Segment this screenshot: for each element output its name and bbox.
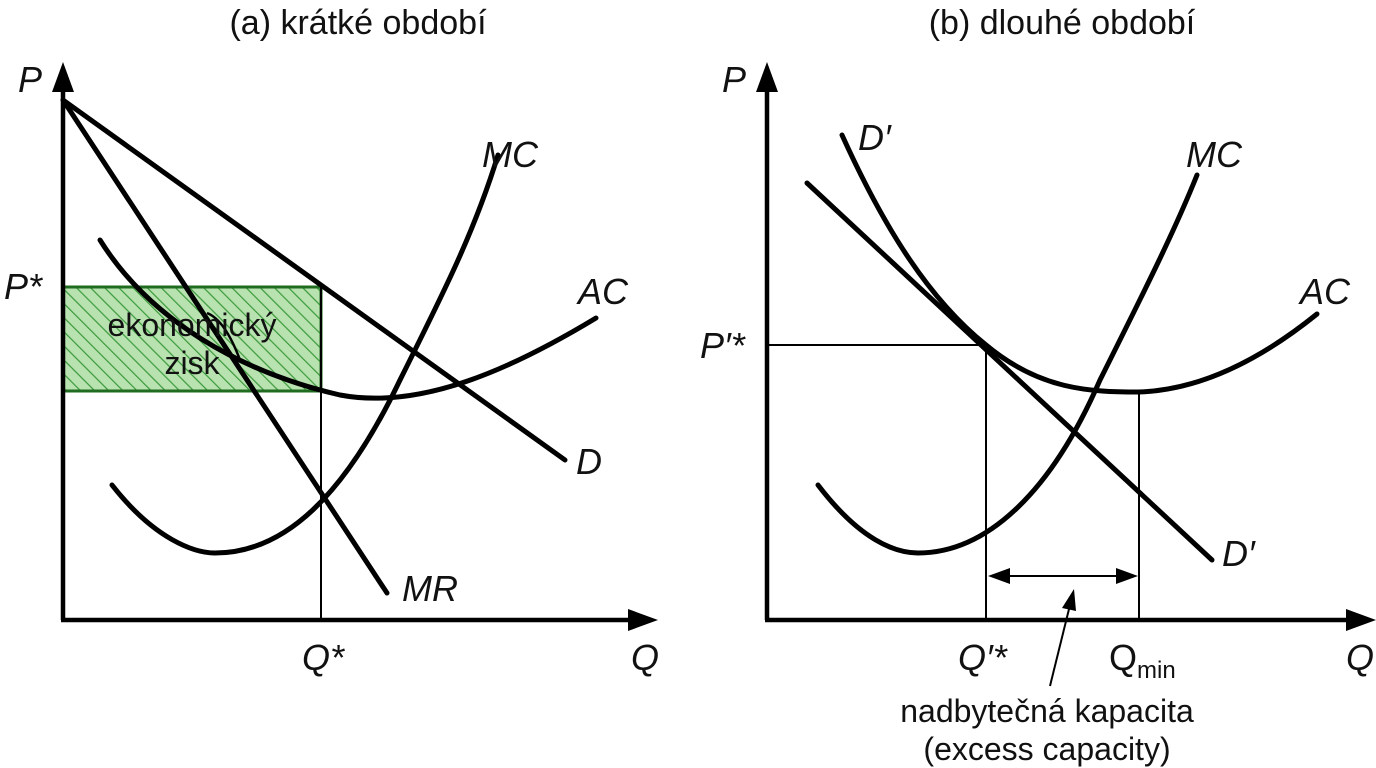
panel-b-d-top-label: D′ <box>858 117 892 158</box>
panel-b-x-arrowhead <box>1346 609 1376 631</box>
excess-capacity-arrowhead-left <box>988 568 1010 584</box>
economic-profit-area <box>61 285 323 393</box>
panel-b-mc-curve <box>815 172 1200 556</box>
panel-a-q-star-label: Q* <box>302 637 345 678</box>
panel-a-ac-curve <box>97 237 599 401</box>
excess-capacity-note-line1: nadbytečná kapacita <box>900 693 1194 729</box>
excess-capacity-arrowhead-right <box>1116 568 1138 584</box>
panel-b-demand-line <box>804 180 1215 563</box>
panel-a-x-label: Q <box>631 637 659 678</box>
panel-b-x-label: Q <box>1346 637 1374 678</box>
panel-b-mc-label: MC <box>1186 134 1243 175</box>
panel-a-y-arrowhead <box>52 62 74 92</box>
panel-b-title: (b) dlouhé období <box>929 4 1196 42</box>
panel-b-y-arrowhead <box>756 62 778 92</box>
panel-a-demand-curve <box>60 97 568 463</box>
panel-a-x-arrowhead <box>628 609 658 631</box>
panel-a-mr-label: MR <box>402 568 458 609</box>
excess-capacity-note-line2: (excess capacity) <box>923 731 1170 767</box>
panel-b-long-run: (b) dlouhé období P Q P′* Q′* Qmin D′ MC <box>700 4 1376 767</box>
panel-a-y-label: P <box>18 59 42 100</box>
profit-label-line1: ekonomický <box>108 307 277 343</box>
panel-a-ac-label: AC <box>576 271 629 312</box>
panel-b-q-star-label: Q′* <box>958 637 1008 678</box>
panel-b-d-bottom-label: D′ <box>1222 533 1256 574</box>
panel-a-title: (a) krátké období <box>229 4 487 42</box>
panel-a-short-run: (a) krátké období P Q P* Q* MC AC D MR e… <box>4 4 659 678</box>
panel-a-p-star-label: P* <box>4 266 43 307</box>
qmin-subscript: min <box>1137 657 1176 684</box>
panel-a-mc-label: MC <box>482 134 539 175</box>
panel-a-mr-curve <box>60 97 390 596</box>
panel-a-mc-curve <box>109 152 501 556</box>
panel-b-ac-curve <box>839 132 1320 395</box>
panel-b-p-star-label: P′* <box>700 325 746 366</box>
profit-label-line2: zisk <box>164 345 220 381</box>
panel-b-ac-label: AC <box>1298 271 1351 312</box>
qmin-main: Q <box>1109 637 1137 678</box>
panel-b-qmin-label: Qmin <box>1109 637 1176 684</box>
panel-a-d-label: D <box>576 441 602 482</box>
panel-a-label-pointer <box>206 311 242 361</box>
panel-b-y-label: P <box>722 59 746 100</box>
excess-capacity-pointer <box>1049 604 1071 687</box>
excess-capacity-pointer-head <box>1062 589 1076 611</box>
